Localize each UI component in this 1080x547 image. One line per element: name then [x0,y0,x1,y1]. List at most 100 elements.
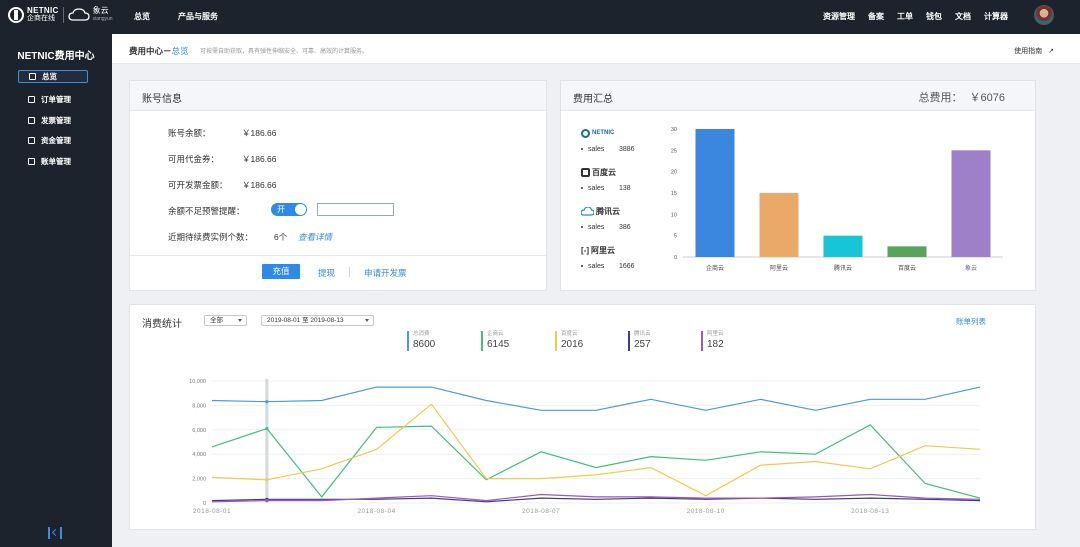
y-tick-label: 0 [674,255,677,261]
breadcrumb-root[interactable]: 费用中心－ [129,46,172,56]
y-tick-label: 5 [674,234,677,240]
x-tick-label: 企商云 [706,264,724,272]
alert-threshold-input[interactable] [317,203,394,216]
nav-filing[interactable]: 备案 [868,12,884,21]
series-point [265,426,269,431]
vendor-filter-value: 全部 [210,317,223,324]
legend-value: 2016 [561,339,584,350]
nav-products-services[interactable]: 产品与服务 [178,12,218,21]
sidebar-item-orders[interactable]: 订单管理 [18,93,88,106]
balance-value: ￥186.66 [242,128,277,138]
nav-ticket[interactable]: 工单 [897,12,913,21]
sidebar-item-overview[interactable]: 总览 [18,70,88,83]
view-details-link[interactable]: 查看详情 [298,232,333,242]
cloud-brand-sub: xiangyun [92,16,113,22]
date-range-select[interactable]: 2019-08-01 至 2019-08-13 [261,315,374,326]
legend-qishang[interactable]: 企商云 6145 [481,331,509,351]
sidebar-item-invoices[interactable]: 发票管理 [18,114,88,127]
series-point [265,498,269,503]
nav-docs[interactable]: 文档 [955,12,971,21]
recharge-button[interactable]: 充值 [262,264,300,279]
x-tick-label: 2018-08-01 [193,508,231,515]
nav-resource-management[interactable]: 资源管理 [823,12,855,21]
vendor-sales-value: 1666 [619,263,635,270]
logo[interactable]: NETNIC 企商在线 象云 xiangyun [8,7,113,23]
sidebar-title: NETNIC费用中心 [17,51,95,62]
legend-baidu[interactable]: 百度云 2016 [555,331,583,351]
summary-card-title: 费用汇总 [573,94,613,105]
bill-icon [28,158,35,165]
netnic-logo-icon [8,7,24,23]
chevron-down-icon [365,319,369,322]
sidebar-item-funds[interactable]: 资金管理 [18,134,88,147]
y-tick-label: 10,000 [189,379,206,385]
low-balance-alert-label: 余额不足预警提醒： [168,206,245,216]
sales-label: sales [588,146,605,153]
netnic-logo-icon [581,128,590,138]
low-balance-alert-toggle[interactable]: 开 [271,203,307,216]
sidebar-item-label: 订单管理 [41,95,71,104]
vendor-name: 百度云 [592,167,616,177]
cost-bar-chart: 0 5 10 15 20 25 30 企商云 阿里云 腾讯云 百度云 象云 [671,127,1003,272]
nav-wallet[interactable]: 钱包 [926,12,942,21]
avatar[interactable] [1034,5,1054,25]
user-guide-label: 使用指南 [1014,48,1043,55]
apply-invoice-link[interactable]: 申请开发票 [364,268,407,278]
legend-name: 百度云 [561,331,578,337]
vendor-filter-select[interactable]: 全部 [204,315,247,326]
sidebar-item-bills[interactable]: 账单管理 [18,155,88,168]
aliyun-icon: [-] [581,245,589,255]
x-tick-label: 2018-08-07 [522,508,560,515]
right-nav: 资源管理 备案 工单 钱包 文档 计算器 [823,11,1008,22]
y-tick-label: 25 [671,148,677,154]
sidebar-item-label: 发票管理 [41,116,71,125]
legend-tencent[interactable]: 腾讯云 257 [628,331,651,351]
tencent-cloud-icon [581,206,594,216]
y-tick-label: 20 [671,170,677,176]
breadcrumb-current: 总览 [171,46,189,56]
nav-calculator[interactable]: 计算器 [984,12,1008,21]
cloud-icon [67,8,90,21]
y-tick-label: 15 [671,191,677,197]
y-tick-label: 30 [671,127,677,133]
consumption-stats-card: 消费统计 全部 2019-08-01 至 2019-08-13 账单列表 [129,304,1036,530]
y-tick-label: 10 [671,212,677,218]
order-icon [28,96,35,103]
invoice-icon [28,117,35,124]
series-line [211,386,981,411]
withdraw-link[interactable]: 提现 [318,268,336,278]
y-tick-label: 6,000 [192,428,206,434]
top-bar: NETNIC 企商在线 象云 xiangyun 总览 产品与服务 资源管理 备案… [0,0,1080,34]
invoiceable-label: 可开发票金额： [168,180,228,190]
y-tick-label: 4,000 [192,452,206,458]
chevron-down-icon [238,319,242,322]
user-guide-link[interactable]: 使用指南 ↗ [1014,46,1054,56]
nav-overview[interactable]: 总览 [134,12,150,21]
series-point [265,400,269,404]
legend-total[interactable]: 总消费 8600 [407,331,435,351]
legend-name: 腾讯云 [634,331,651,337]
renewal-count: 6个 [274,232,288,242]
cost-summary-card: 费用汇总 总费用： ￥6076 NETNIC sales 3886 百度云 sal… [560,80,1036,291]
x-tick-label: 百度云 [898,264,916,272]
consumption-line-chart: 0 2,000 4,000 6,000 8,000 10,000 2018-08-01 201… [189,379,981,515]
page-header: 费用中心－总览 可按需自助获取，具有弹性伸缩安全、可靠、高效的计算服务。 使用指… [112,34,1080,64]
vendor-sales-value: 3886 [619,146,635,153]
vendor-name: 腾讯云 [596,206,620,216]
y-tick-label: 0 [203,501,206,507]
vendor-baidu: 百度云 sales 138 [581,166,631,192]
legend-aliyun[interactable]: 阿里云 182 [701,331,724,351]
account-actions: 充值 提现 申请开发票 [130,255,546,291]
sidebar-item-label: 资金管理 [41,136,71,145]
vendor-sales-value: 138 [619,185,631,192]
divider [349,267,350,277]
legend-value: 6145 [487,339,510,350]
vendor-sales-value: 386 [619,224,631,231]
sidebar-item-label: 总览 [42,72,57,81]
balance-label: 账号余额： [168,128,211,138]
legend-value: 257 [634,339,651,350]
collapse-sidebar-icon[interactable] [48,527,62,539]
voucher-label: 可用代金券： [168,154,220,164]
bill-list-link[interactable]: 账单列表 [956,317,986,326]
funds-icon [28,137,35,144]
